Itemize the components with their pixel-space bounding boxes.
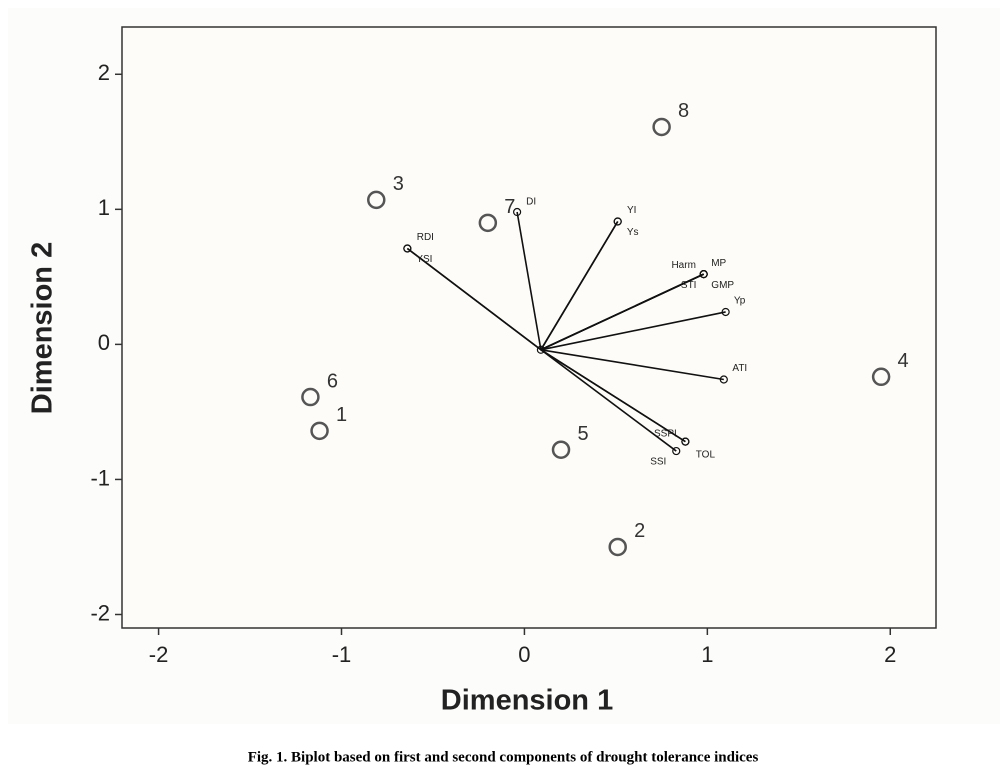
point bbox=[301, 387, 320, 407]
y-axis-title: Dimension 2 bbox=[27, 242, 59, 414]
vector-end bbox=[699, 270, 708, 279]
point-label: 3 bbox=[393, 173, 404, 195]
point-label: 5 bbox=[577, 423, 588, 445]
vector-label: YI bbox=[627, 205, 636, 216]
point bbox=[608, 537, 627, 557]
point bbox=[871, 367, 891, 387]
x-tick-label: 2 bbox=[884, 642, 896, 667]
vector-label: ATI bbox=[732, 363, 747, 374]
vector-label: RDI bbox=[417, 232, 434, 243]
vector-end bbox=[403, 244, 412, 253]
vector-label: Ys bbox=[627, 227, 639, 238]
plot-frame bbox=[121, 26, 937, 629]
vector-label: Yp bbox=[734, 296, 746, 307]
point bbox=[652, 117, 671, 137]
point bbox=[551, 440, 571, 459]
loading-vector bbox=[516, 211, 542, 350]
loading-vector bbox=[540, 221, 619, 351]
loading-vector bbox=[540, 349, 686, 443]
point-label: 6 bbox=[327, 370, 338, 392]
point-label: 2 bbox=[634, 520, 645, 542]
vector-label: DI bbox=[526, 197, 536, 208]
vector-label: YSI bbox=[416, 254, 432, 265]
loading-vector bbox=[540, 349, 677, 452]
loading-vector bbox=[540, 348, 724, 381]
vector-label: TOL bbox=[696, 449, 716, 460]
point bbox=[367, 190, 386, 210]
vector-end bbox=[613, 217, 622, 226]
vector-end bbox=[672, 446, 681, 456]
vector-end bbox=[721, 307, 730, 317]
y-tick-label: 2 bbox=[98, 60, 110, 85]
point-label: 7 bbox=[504, 196, 515, 218]
loading-vector bbox=[540, 311, 726, 351]
x-tick-label: -2 bbox=[149, 642, 169, 667]
vector-label: MP bbox=[711, 258, 726, 269]
point bbox=[310, 421, 329, 441]
y-tick-label: -1 bbox=[90, 465, 110, 490]
x-tick-label: 1 bbox=[701, 642, 713, 667]
y-tick-label: 1 bbox=[98, 195, 110, 220]
vector-label: SSI bbox=[650, 457, 666, 468]
vector-origin bbox=[536, 345, 545, 354]
vector-end bbox=[719, 375, 728, 384]
point bbox=[478, 213, 498, 233]
x-tick-label: -1 bbox=[332, 642, 352, 667]
point-label: 4 bbox=[898, 350, 909, 372]
loading-vector bbox=[540, 273, 705, 351]
vector-end bbox=[513, 207, 522, 217]
vector-label: Harm bbox=[671, 260, 695, 271]
point-label: 8 bbox=[678, 100, 689, 122]
vector-label: GMP bbox=[711, 280, 734, 291]
x-tick-label: 0 bbox=[518, 642, 530, 667]
vector-label: STI bbox=[681, 280, 697, 291]
vector-end bbox=[681, 437, 690, 446]
vector-label: SSPI bbox=[654, 428, 677, 439]
point-label: 1 bbox=[336, 404, 347, 426]
caption: Fig. 1. Biplot based on first and second… bbox=[248, 749, 759, 765]
y-tick-label: 0 bbox=[98, 330, 110, 355]
x-axis-title: Dimension 1 bbox=[441, 685, 613, 717]
y-tick-label: -2 bbox=[90, 600, 110, 625]
loading-vector bbox=[406, 247, 542, 351]
